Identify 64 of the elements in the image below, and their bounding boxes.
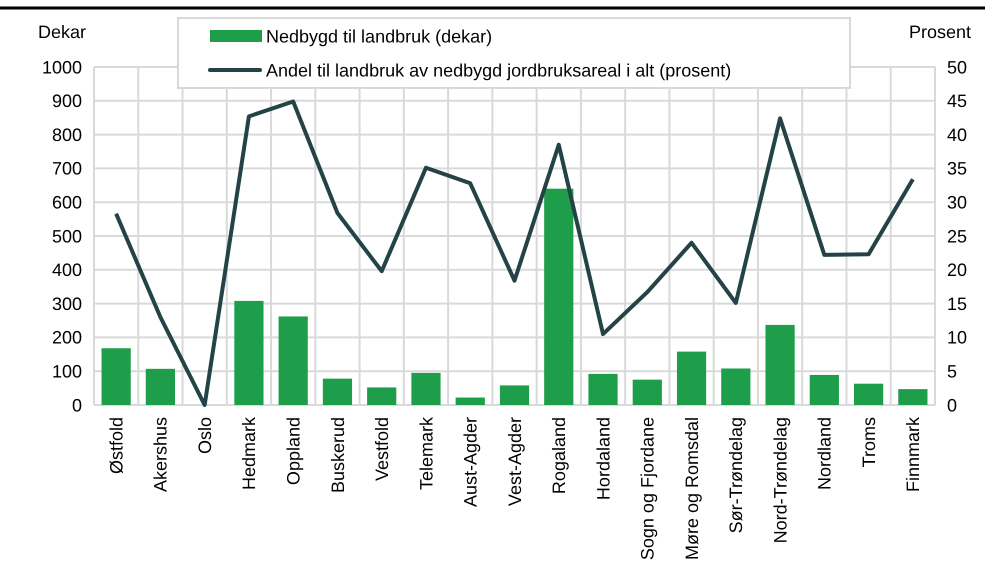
- x-tick-label: Vestfold: [372, 417, 392, 482]
- y-tick-label: 0: [72, 395, 82, 416]
- bar: [721, 368, 750, 405]
- bar: [102, 348, 131, 405]
- y-tick-label: 900: [52, 91, 82, 112]
- bar: [810, 374, 839, 405]
- bar: [588, 374, 618, 405]
- y2-tick-label: 40: [947, 124, 968, 145]
- y-tick-label: 1000: [42, 57, 82, 78]
- bar: [234, 300, 264, 405]
- y2-tick-label: 30: [947, 192, 968, 212]
- x-tick-label: Møre og Romsdal: [682, 417, 702, 560]
- y-tick-label: 800: [52, 124, 82, 145]
- x-tick-label: Buskerud: [328, 417, 348, 494]
- y-tick-label: 700: [52, 158, 82, 179]
- y2-tick-label: 45: [947, 91, 968, 112]
- x-tick-label: Nordland: [814, 417, 835, 490]
- x-tick-label: Rogaland: [549, 417, 570, 494]
- y2-tick-label: 5: [947, 362, 958, 382]
- y-tick-label: 200: [52, 328, 82, 348]
- bar: [146, 368, 175, 405]
- y2-axis-title: Prosent: [908, 22, 971, 42]
- bar: [367, 387, 396, 405]
- x-tick-label: Telemark: [416, 416, 436, 490]
- legend-label: Andel til landbruk av nedbygd jordbruksareal i alt (prosent): [266, 60, 732, 80]
- legend-label: Nedbygd til landbruk (dekar): [266, 26, 492, 46]
- x-tick-label: Troms: [858, 417, 879, 468]
- x-tick-label: Østfold: [106, 417, 126, 474]
- y-tick-label: 100: [52, 362, 82, 382]
- y-tick-label: 500: [52, 226, 82, 246]
- y2-tick-label: 15: [947, 294, 968, 314]
- x-tick-label: Finnmark: [903, 416, 924, 492]
- bar: [278, 316, 308, 405]
- y2-tick-label: 0: [947, 395, 958, 416]
- y2-tick-label: 20: [947, 260, 968, 280]
- y2-tick-label: 10: [947, 328, 968, 348]
- bar: [632, 380, 662, 405]
- y2-tick-label: 25: [947, 226, 968, 246]
- x-tick-label: Oppland: [283, 417, 304, 486]
- y-tick-label: 300: [52, 294, 82, 314]
- y2-tick-label: 50: [947, 57, 968, 78]
- bar: [411, 372, 441, 405]
- y-tick-label: 400: [52, 260, 82, 280]
- x-tick-label: Sogn og Fjordane: [638, 417, 658, 560]
- x-tick-label: Oslo: [194, 417, 215, 454]
- bar: [854, 384, 884, 405]
- x-tick-label: Hedmark: [239, 416, 260, 490]
- bar: [676, 352, 706, 405]
- y-tick-label: 600: [52, 192, 82, 212]
- bar: [765, 324, 795, 405]
- line-series: [114, 99, 915, 407]
- bar: [322, 378, 352, 405]
- bar: [456, 398, 485, 405]
- x-tick-label: Sør-Trøndelag: [726, 417, 746, 534]
- bar: [544, 188, 574, 405]
- x-tick-label: Nord-Trøndelag: [770, 417, 790, 544]
- x-tick-label: Akershus: [150, 417, 171, 492]
- bar: [898, 389, 928, 405]
- y-axis-title: Dekar: [38, 22, 86, 42]
- y2-tick-label: 35: [947, 158, 968, 179]
- x-tick-label: Vest-Agder: [504, 417, 525, 506]
- x-tick-label: Hordaland: [593, 417, 614, 500]
- bar: [500, 385, 530, 405]
- x-tick-label: Aust-Agder: [460, 416, 481, 508]
